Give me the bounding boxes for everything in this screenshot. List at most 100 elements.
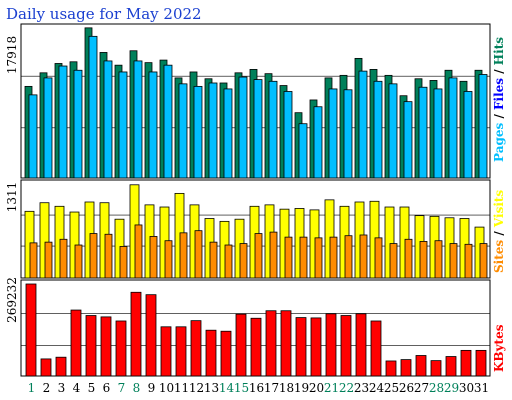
chart-title: Daily usage for May 2022 [6, 5, 202, 23]
bar-pages [403, 101, 413, 179]
x-tick-labels: 1 2 3 4 5 6 7 8 9 10 11 12 13 14 15 16 17 18 19 20 21 22 23 24 2… [28, 381, 489, 395]
bar-kbytes [130, 291, 142, 377]
bar-pages [178, 83, 188, 179]
bar-pages [223, 88, 233, 179]
x-tick-label: 20 [309, 381, 324, 395]
bar-kbytes [115, 320, 127, 377]
bar-pages [193, 85, 203, 179]
legend-requests: Pages / Files / Hits [492, 37, 506, 162]
bar-pages [118, 71, 128, 179]
bar-sites [104, 233, 113, 279]
bar-sites [464, 243, 473, 279]
x-tick-label: 12 [189, 381, 204, 395]
bar-pages [268, 80, 278, 179]
bar-kbytes [265, 310, 277, 377]
bar-pages [103, 60, 113, 179]
x-tick-label: 5 [88, 381, 96, 395]
bar-pages [58, 65, 68, 179]
bar-kbytes [325, 313, 337, 377]
bar-sites [314, 237, 323, 279]
bar-kbytes [160, 326, 172, 377]
x-tick-label: 26 [399, 381, 414, 395]
legend-kbytes-label: KBytes [492, 324, 506, 372]
x-tick-label: 7 [118, 381, 126, 395]
bar-sites [89, 233, 98, 279]
bar-visits [384, 206, 395, 279]
x-tick-label: 13 [204, 381, 219, 395]
x-tick-label: 2 [43, 381, 51, 395]
x-tick-label: 14 [219, 381, 235, 395]
x-tick-label: 10 [159, 381, 174, 395]
legend-visits-label: Visits [492, 190, 506, 229]
bar-kbytes [415, 355, 427, 377]
bar-sites [44, 241, 53, 279]
bar-sites [434, 240, 443, 279]
x-tick-label: 1 [28, 381, 36, 395]
bar-pages [448, 77, 458, 179]
x-tick-label: 22 [339, 381, 354, 395]
bar-sites [179, 232, 188, 279]
bar-kbytes [250, 317, 262, 377]
bar-kbytes [310, 317, 322, 377]
bar-kbytes [460, 349, 472, 377]
bar-kbytes [25, 283, 37, 377]
bar-kbytes [205, 329, 217, 377]
bar-pages [133, 60, 143, 179]
bar-pages [208, 82, 218, 179]
legend-kbytes: KBytes [492, 324, 506, 372]
bar-pages [328, 88, 338, 179]
bar-pages [148, 71, 158, 179]
bar-pages [253, 79, 263, 179]
bar-sites [119, 246, 128, 279]
bar-pages [238, 76, 248, 179]
bar-kbytes [175, 326, 187, 377]
bar-kbytes [445, 356, 457, 377]
bar-pages [388, 83, 398, 179]
bar-pages [163, 64, 173, 179]
x-tick-label: 28 [429, 381, 444, 395]
bar-sites [74, 244, 83, 279]
ymax-label-kbytes: 269232 [5, 277, 19, 323]
bar-sites [254, 233, 263, 279]
x-tick-label: 18 [279, 381, 294, 395]
legend-sep: / [492, 227, 506, 240]
bar-kbytes [85, 315, 97, 377]
bar-kbytes [220, 330, 232, 377]
bar-pages [343, 89, 353, 179]
bar-kbytes [190, 320, 202, 377]
bar-pages [283, 91, 293, 179]
bar-pages [298, 123, 308, 179]
legend-visits: Sites / Visits [492, 190, 506, 273]
legend-sites: Sites [492, 240, 506, 273]
bar-sites [239, 243, 248, 279]
x-tick-label: 30 [459, 381, 474, 395]
bar-sites [374, 237, 383, 279]
bar-sites [359, 234, 368, 279]
legend-pages: Pages [492, 122, 506, 162]
x-tick-label: 19 [294, 381, 309, 395]
bar-pages [373, 80, 383, 179]
x-tick-label: 27 [414, 381, 429, 395]
x-tick-label: 29 [444, 381, 459, 395]
bar-sites [389, 243, 398, 279]
legend-sep: / [492, 110, 506, 123]
x-tick-label: 23 [354, 381, 369, 395]
bar-sites [209, 241, 218, 279]
bar-kbytes [70, 309, 82, 377]
x-tick-label: 4 [73, 381, 81, 395]
bar-kbytes [475, 349, 487, 377]
bar-sites [224, 244, 233, 279]
bar-sites [134, 224, 143, 279]
bar-sites [59, 238, 68, 279]
x-tick-label: 6 [103, 381, 111, 395]
x-tick-label: 24 [369, 381, 385, 395]
bar-kbytes [370, 320, 382, 377]
x-tick-label: 11 [174, 381, 189, 395]
bar-kbytes [145, 294, 157, 377]
bar-kbytes [295, 317, 307, 377]
x-tick-label: 9 [148, 381, 156, 395]
x-tick-label: 15 [234, 381, 249, 395]
legend-files: Files [492, 78, 506, 110]
bar-sites [284, 236, 293, 279]
